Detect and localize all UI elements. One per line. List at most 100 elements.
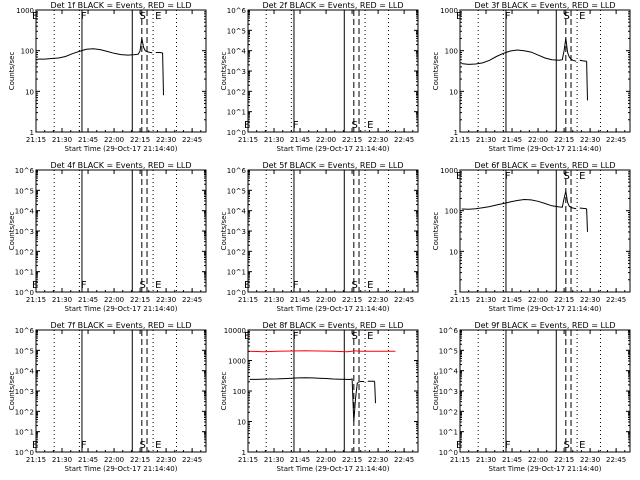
x-tick-label: 21:30 [476, 456, 496, 464]
x-tick-label: 21:45 [78, 136, 98, 144]
panel-title: Det 4f BLACK = Events, RED = LLD [50, 161, 191, 170]
flag-label: E [367, 280, 373, 291]
x-tick-label: 22:15 [342, 136, 362, 144]
y-tick-label: 10^1 [15, 269, 34, 277]
x-tick-label: 22:30 [580, 136, 600, 144]
panel-det8: Det 8f BLACK = Events, RED = LLD 1 10 100 10… [220, 321, 419, 473]
y-tick-label: 10^3 [15, 388, 34, 396]
x-tick-label: 21:45 [502, 456, 522, 464]
x-tick-label: 22:00 [104, 456, 124, 464]
y-tick-label: 1000 [16, 7, 34, 15]
x-axis-label: Start Time (29-Oct-17 21:14:40) [65, 145, 178, 153]
x-tick-label: 21:30 [264, 136, 284, 144]
x-axis-label: Start Time (29-Oct-17 21:14:40) [489, 145, 602, 153]
y-axis-label: Counts/sec [8, 372, 16, 411]
y-tick-label: 10^6 [15, 327, 35, 335]
x-tick-label: 22:45 [182, 136, 202, 144]
y-axis-label: Counts/sec [8, 52, 16, 91]
y-axis-label: Counts/sec [432, 372, 440, 411]
plot-frame [247, 329, 419, 453]
y-tick-label: 10^1 [439, 429, 458, 437]
panel-det4: Det 4f BLACK = Events, RED = LLD 10^0 10^1… [8, 161, 207, 313]
panel-title: Det 5f BLACK = Events, RED = LLD [262, 161, 403, 170]
x-tick-label: 21:15 [450, 456, 470, 464]
y-tick-label: 10^5 [15, 347, 34, 355]
x-tick-label: 21:30 [52, 136, 72, 144]
y-tick-label: 10^2 [15, 408, 34, 416]
flag-label: F [505, 440, 511, 451]
panel-title: Det 6f BLACK = Events, RED = LLD [474, 161, 615, 170]
x-tick-label: 22:00 [316, 296, 336, 304]
x-tick-label: 21:45 [78, 296, 98, 304]
flag-label: E [32, 11, 38, 22]
y-tick-label: 10^3 [15, 228, 34, 236]
flag-label: F [505, 11, 511, 22]
flag-label: F [81, 440, 87, 451]
x-tick-label: 22:00 [104, 136, 124, 144]
x-tick-label: 22:45 [182, 456, 202, 464]
x-tick-label: 22:30 [156, 456, 176, 464]
x-tick-label: 22:15 [130, 136, 150, 144]
y-tick-label: 10^0 [15, 449, 34, 457]
y-tick-label: 1000 [440, 167, 458, 175]
y-tick-label: 10^3 [227, 228, 246, 236]
flag-label: S [564, 171, 570, 182]
events-series-line [586, 208, 588, 232]
flag-label: E [579, 11, 585, 22]
y-tick-label: 10^4 [439, 368, 459, 376]
x-tick-label: 22:00 [528, 456, 548, 464]
x-tick-label: 22:00 [316, 456, 336, 464]
y-tick-label: 10^6 [227, 7, 247, 15]
y-tick-label: 10^4 [15, 208, 35, 216]
flag-label: S [564, 11, 570, 22]
y-tick-label: 10^3 [439, 388, 458, 396]
x-tick-label: 21:45 [502, 296, 522, 304]
x-tick-label: 21:15 [26, 456, 46, 464]
flag-label: F [293, 280, 299, 291]
x-tick-label: 21:30 [476, 296, 496, 304]
y-tick-label: 1 [30, 129, 34, 137]
x-tick-label: 22:45 [606, 296, 626, 304]
y-tick-label: 10^0 [439, 449, 458, 457]
y-tick-label: 10^5 [439, 347, 458, 355]
x-tick-label: 22:15 [554, 136, 574, 144]
flag-label: E [155, 280, 161, 291]
x-tick-label: 22:45 [394, 456, 414, 464]
x-tick-label: 21:15 [450, 136, 470, 144]
y-tick-label: 10 [449, 248, 458, 256]
y-tick-label: 10^5 [227, 187, 246, 195]
y-axis-label: Counts/sec [432, 212, 440, 251]
y-tick-label: 10^4 [15, 368, 35, 376]
plot-frame [459, 9, 631, 133]
y-tick-label: 1000 [440, 7, 458, 15]
x-tick-label: 21:30 [52, 296, 72, 304]
y-axis-label: Counts/sec [220, 212, 228, 251]
flag-label: E [155, 440, 161, 451]
x-tick-label: 22:00 [316, 136, 336, 144]
flag-label: S [140, 11, 146, 22]
y-tick-label: 1 [242, 449, 246, 457]
y-tick-label: 10^5 [227, 27, 246, 35]
y-tick-label: 10^2 [227, 248, 246, 256]
x-tick-label: 21:15 [238, 296, 258, 304]
x-tick-label: 22:30 [368, 296, 388, 304]
x-tick-label: 21:15 [26, 296, 46, 304]
flag-label: F [81, 280, 87, 291]
plot-frame [35, 169, 207, 293]
plot-frame [247, 9, 419, 133]
x-tick-label: 22:30 [580, 296, 600, 304]
flag-label: E [456, 11, 462, 22]
panel-det2: Det 2f BLACK = Events, RED = LLD 10^0 10^1… [220, 1, 419, 153]
flag-label: F [81, 11, 87, 22]
events-series-line [374, 381, 376, 404]
x-tick-label: 22:30 [368, 456, 388, 464]
flag-label: S [564, 440, 570, 451]
y-tick-label: 10^6 [15, 167, 35, 175]
x-axis-label: Start Time (29-Oct-17 21:14:40) [277, 465, 390, 473]
y-tick-label: 10^0 [15, 289, 34, 297]
flag-label: F [505, 171, 511, 182]
x-axis-label: Start Time (29-Oct-17 21:14:40) [65, 305, 178, 313]
panel-det9: Det 9f BLACK = Events, RED = LLD 10^0 10^1… [432, 321, 631, 473]
y-tick-label: 1 [454, 129, 458, 137]
events-series-line [37, 38, 153, 60]
